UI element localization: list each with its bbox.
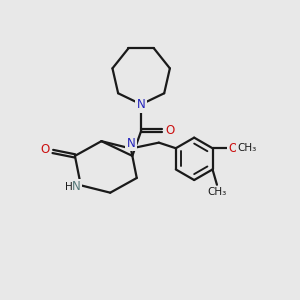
Text: N: N (72, 180, 81, 193)
Text: N: N (127, 137, 135, 150)
Text: CH₃: CH₃ (237, 143, 256, 153)
Text: O: O (229, 142, 238, 155)
Text: CH₃: CH₃ (207, 187, 226, 197)
Text: H: H (64, 182, 72, 192)
Text: O: O (40, 143, 49, 157)
Text: O: O (165, 124, 175, 137)
Text: N: N (137, 98, 146, 111)
